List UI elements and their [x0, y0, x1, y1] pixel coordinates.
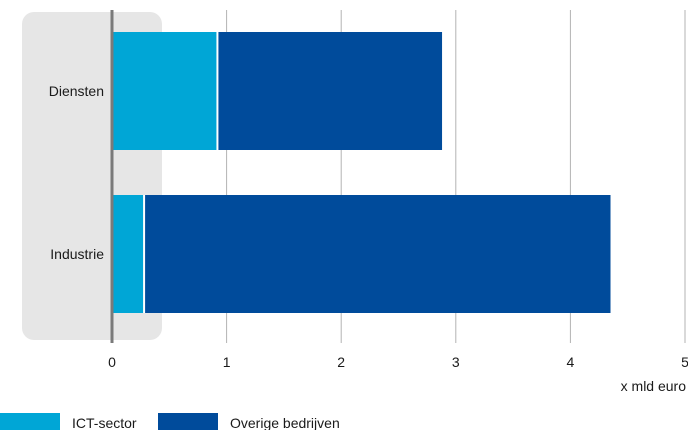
legend-swatch — [0, 413, 60, 430]
x-tick-label: 4 — [567, 354, 575, 370]
legend-swatch — [158, 413, 218, 430]
category-label: Diensten — [49, 83, 104, 99]
x-tick-label: 2 — [337, 354, 345, 370]
bar-segment — [217, 32, 443, 150]
bar-segment — [112, 195, 145, 313]
legend-label: ICT-sector — [72, 415, 137, 430]
x-tick-labels: 0 1 2 3 4 5 — [108, 354, 688, 370]
x-tick-label: 3 — [452, 354, 460, 370]
category-label: Industrie — [50, 246, 104, 262]
bar-segment — [144, 195, 611, 313]
x-tick-label: 1 — [223, 354, 231, 370]
x-tick-label: 5 — [681, 354, 688, 370]
bars — [112, 32, 611, 313]
x-tick-label: 0 — [108, 354, 116, 370]
legend-label: Overige bedrijven — [230, 415, 340, 430]
category-labels: Diensten Industrie — [49, 83, 104, 262]
bar-segment — [112, 32, 218, 150]
legend: ICT-sector Overige bedrijven — [0, 413, 340, 430]
x-axis-label: x mld euro — [621, 378, 687, 394]
